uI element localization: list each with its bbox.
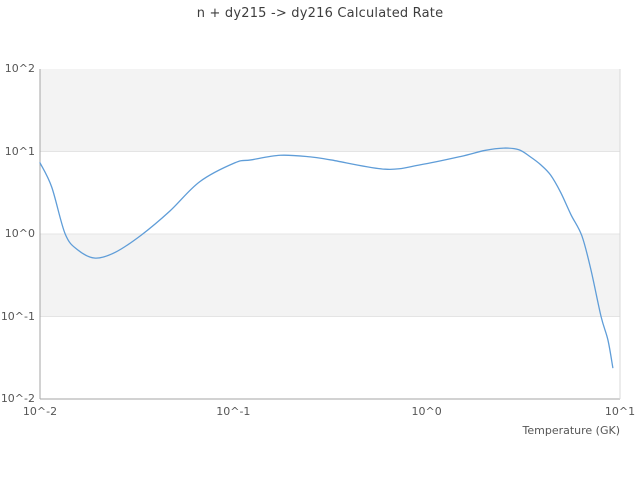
y-tick-label: 10^-2 [0,392,35,405]
x-tick-label: 10^1 [604,405,636,418]
decade-band [40,69,620,152]
y-tick-label: 10^0 [4,227,35,240]
x-tick-label: 10^-1 [216,405,251,418]
x-tick-label: 10^0 [411,405,442,418]
chart-title: n + dy215 -> dy216 Calculated Rate [196,6,444,21]
y-tick-label: 10^2 [4,62,35,75]
x-tick-label: 10^-2 [22,405,58,418]
y-tick-label: 10^-1 [0,309,35,323]
x-axis-label: Temperature (GK) [522,424,621,437]
y-tick-label: 10^1 [4,144,35,158]
decade-band [40,234,620,317]
rate-curve [39,147,614,369]
